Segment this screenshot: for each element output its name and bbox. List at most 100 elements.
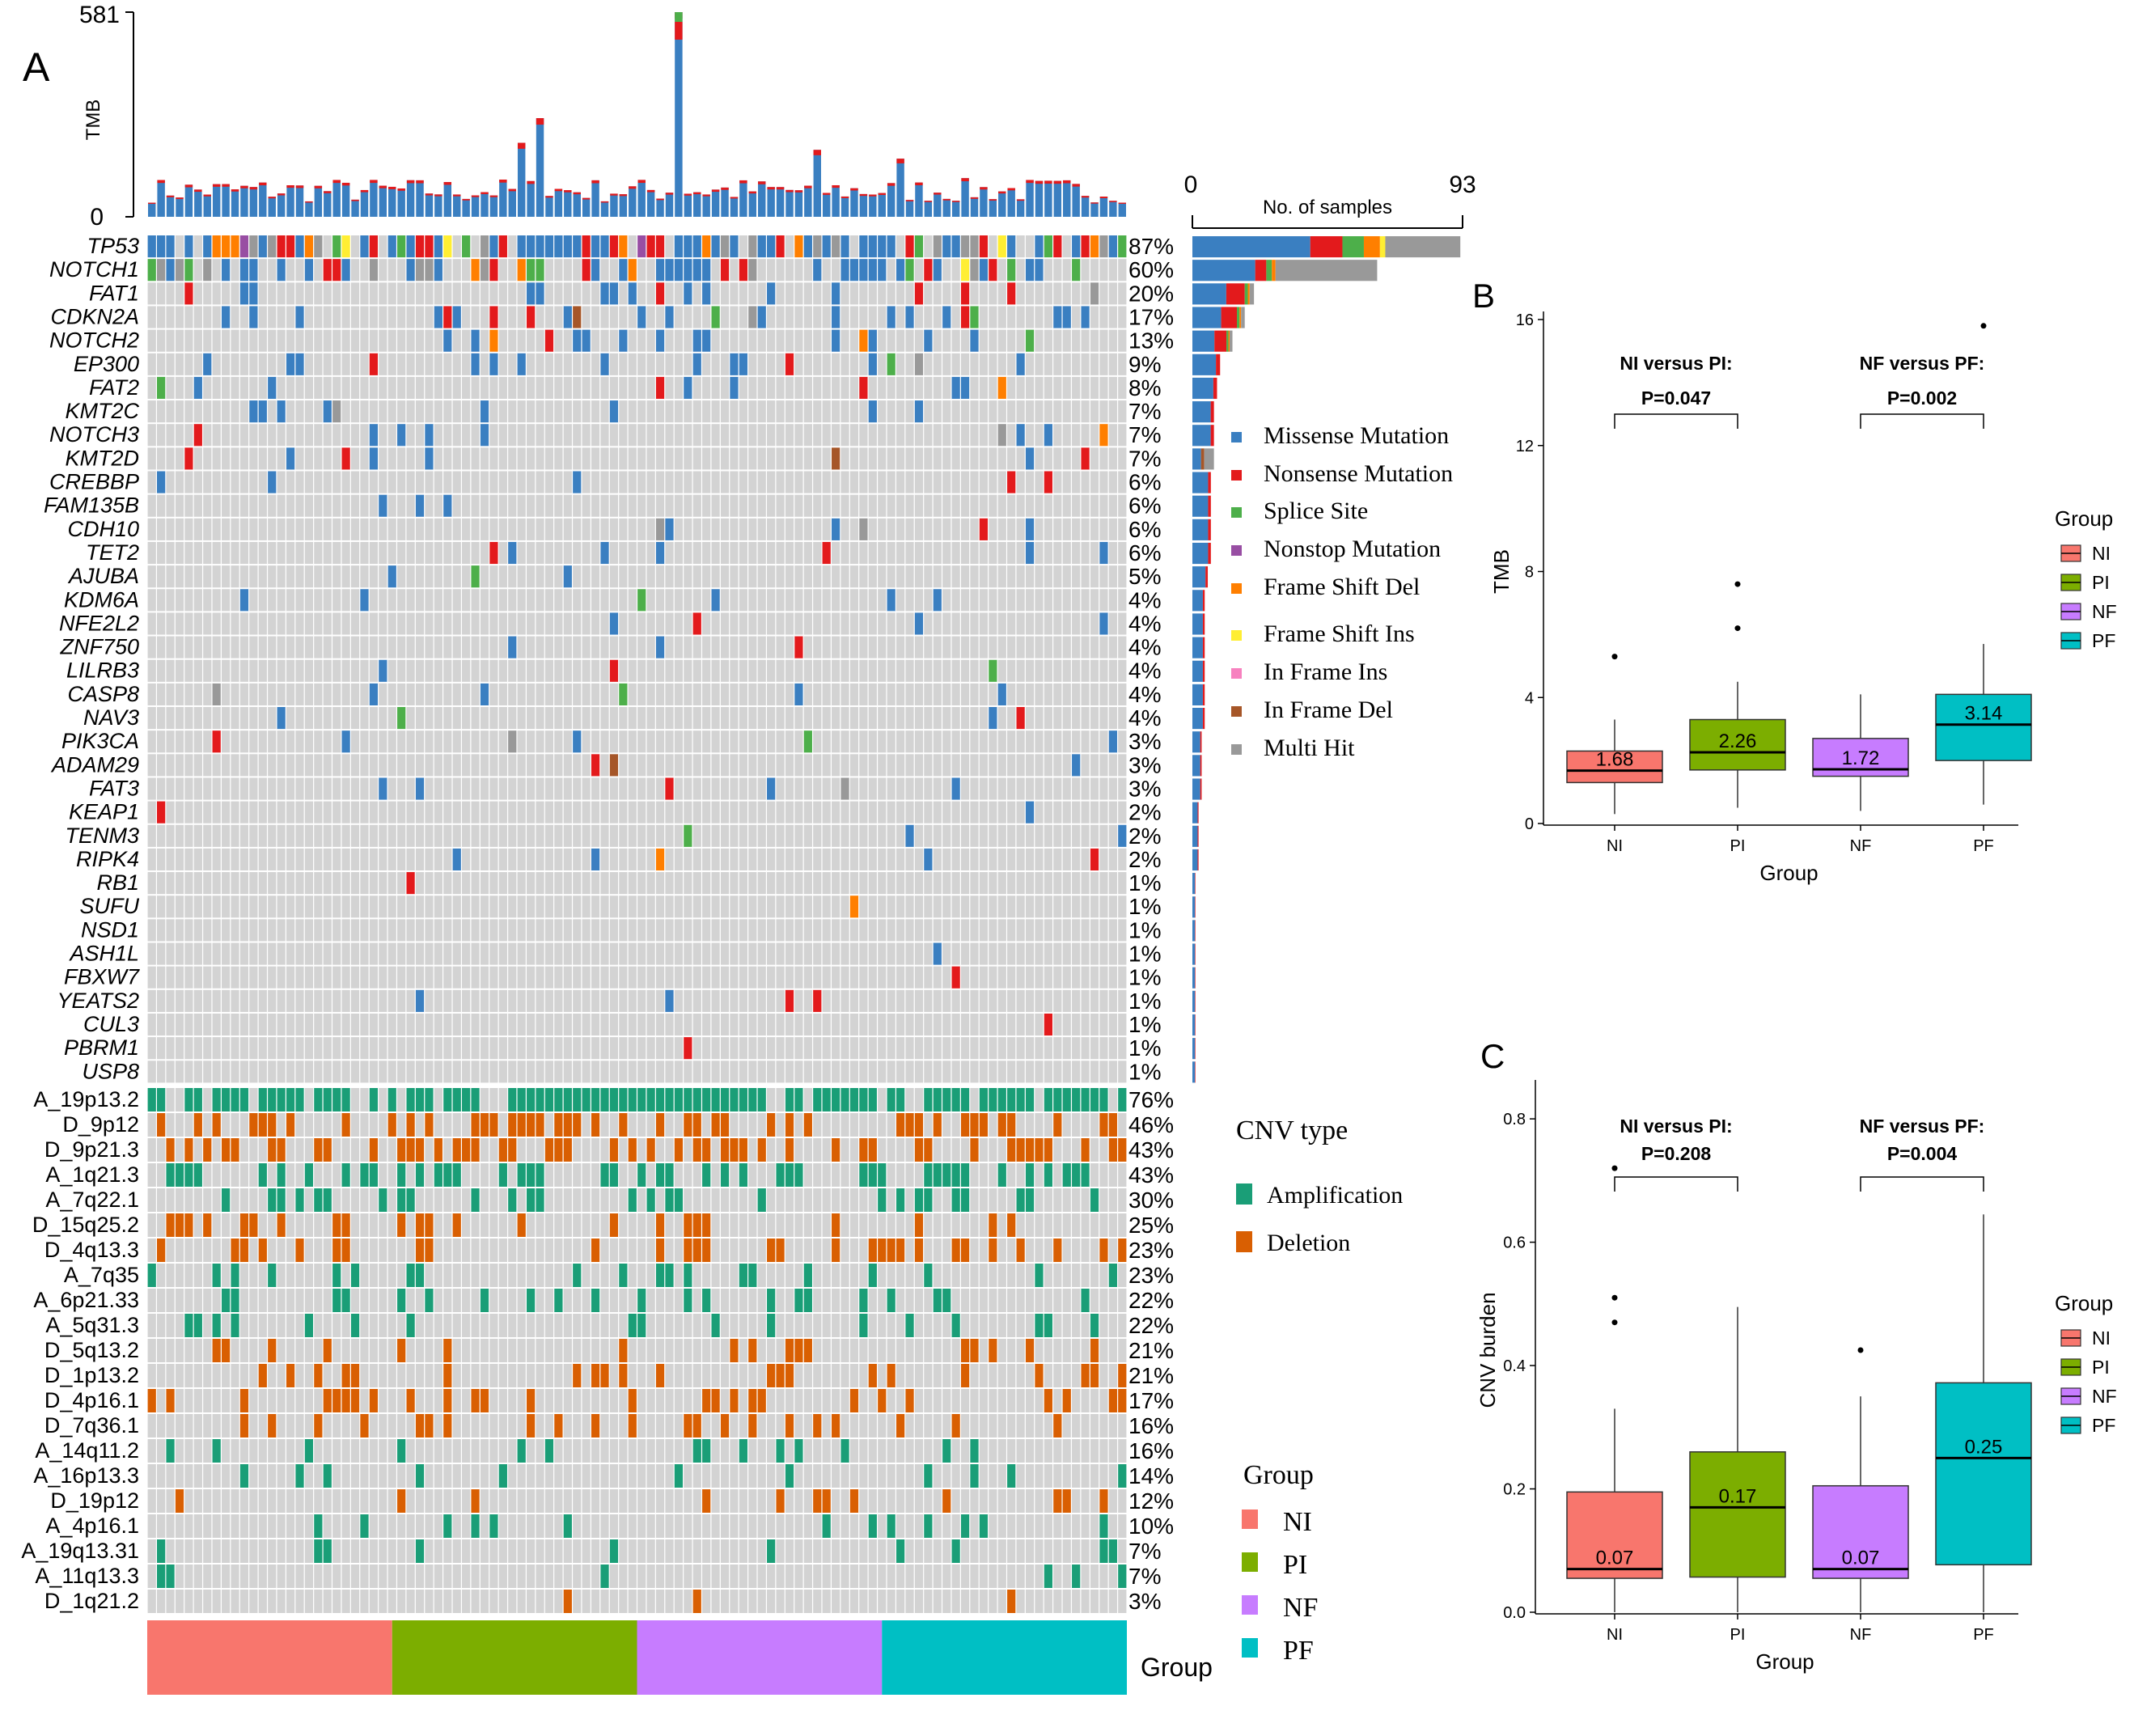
gene-cell (702, 1061, 711, 1083)
gene-cell (304, 754, 314, 777)
gene-cell (462, 966, 471, 989)
cnv-cell (166, 1163, 175, 1187)
gene-cell (600, 707, 609, 730)
gene-cell (591, 848, 600, 871)
gene-cell (619, 424, 628, 447)
gene-cell (166, 683, 175, 705)
gene-cell (905, 353, 914, 375)
gene-cell (637, 329, 646, 352)
gene-cell (822, 541, 831, 565)
gene-cell (803, 1037, 812, 1060)
cnv-cell (785, 1088, 794, 1111)
gene-cell (1025, 989, 1035, 1012)
gene-cell (748, 659, 757, 682)
gene-cell (933, 872, 942, 895)
gene-cell (387, 730, 396, 753)
gene-cell (767, 565, 776, 588)
tmb-bar-nonsense (249, 187, 258, 190)
gene-cell (471, 659, 480, 682)
cnv-cell (1081, 1088, 1090, 1111)
cnv-cell (295, 1088, 304, 1111)
gene-cell (600, 589, 609, 612)
cnv-cell (1044, 1113, 1053, 1137)
cnv-cell (674, 1163, 684, 1187)
gene-cell (277, 329, 286, 352)
gene-cell (480, 848, 489, 871)
cnv-cell (434, 1264, 442, 1287)
gene-cell (914, 1037, 924, 1060)
gene-cell (628, 754, 637, 777)
gene-cell (295, 801, 304, 824)
gene-cell (480, 565, 489, 588)
cnv-cell (859, 1113, 868, 1137)
gene-cell (970, 896, 979, 918)
gene-cell (415, 683, 425, 705)
gene-cell (369, 1061, 379, 1083)
gene-cell (286, 754, 295, 777)
gene-cell (379, 848, 387, 871)
gene-cell (803, 447, 812, 470)
gene-cell (914, 801, 924, 824)
gene-cell (480, 896, 489, 918)
cnv-cell (979, 1238, 989, 1262)
tmb-bar (471, 195, 480, 217)
gene-cell (813, 612, 822, 635)
gene-cell (730, 400, 739, 423)
gene-cell (508, 1061, 517, 1083)
gene-cell (822, 353, 831, 375)
gene-cell (813, 636, 822, 658)
gene-cell (767, 919, 776, 942)
gene-cell (905, 424, 914, 447)
cnv-cell (527, 1113, 536, 1137)
gene-cell (822, 612, 831, 635)
gene-cell (203, 541, 212, 565)
gene-cell (924, 306, 933, 328)
gene-cell (517, 872, 526, 895)
gene-cell (794, 235, 803, 258)
gene-cell (314, 235, 323, 258)
gene-cell (544, 989, 554, 1012)
gene-cell (462, 754, 471, 777)
gene-label: FAT2 (89, 375, 139, 400)
gene-cell (1108, 353, 1117, 375)
gene-cell (480, 282, 489, 305)
gene-cell (147, 400, 156, 423)
gene-cell (573, 235, 582, 258)
gene-cell (711, 919, 720, 942)
gene-cell (1044, 329, 1053, 352)
gene-cell (462, 777, 471, 800)
gene-cell (776, 754, 785, 777)
cnv-cell (720, 1188, 730, 1212)
gene-cell (989, 589, 997, 612)
gene-cell (684, 471, 692, 493)
cnv-cell (443, 1163, 452, 1187)
gene-cell (387, 259, 396, 282)
gene-cell (979, 612, 989, 635)
gene-cell (646, 707, 655, 730)
gene-cell (1090, 848, 1099, 871)
gene-cell (415, 259, 425, 282)
cnv-cell (933, 1088, 942, 1111)
cnv-cell (739, 1188, 747, 1212)
gene-cell (803, 777, 812, 800)
gene-cell (951, 683, 960, 705)
gene-cell (702, 754, 711, 777)
gene-cell (748, 494, 757, 517)
gene-cell (323, 282, 332, 305)
gene-cell (813, 801, 822, 824)
gene-cell (887, 801, 896, 824)
cnv-cell (711, 1088, 720, 1111)
gene-cell (767, 353, 776, 375)
gene-cell (397, 1013, 406, 1036)
cnv-cell (1044, 1138, 1053, 1162)
gene-cell (803, 636, 812, 658)
gene-cell (1118, 754, 1127, 777)
gene-cell (684, 754, 692, 777)
gene-cell (646, 777, 655, 800)
gene-cell (415, 565, 425, 588)
gene-cell (1025, 259, 1035, 282)
gene-cell (868, 989, 877, 1012)
gene-cell (609, 353, 619, 375)
gene-cell (674, 518, 684, 540)
cnv-cell (924, 1213, 933, 1237)
